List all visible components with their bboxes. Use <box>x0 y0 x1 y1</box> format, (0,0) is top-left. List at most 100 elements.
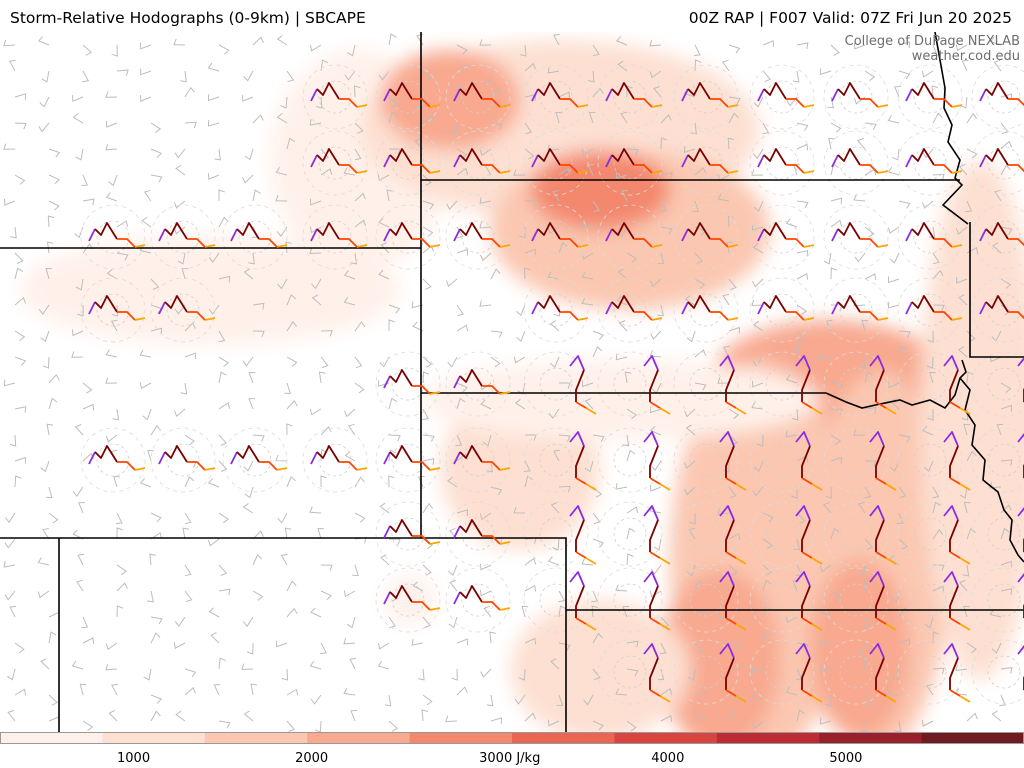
wind-barb <box>550 502 560 514</box>
wind-barb <box>615 171 628 179</box>
model-run-info: 00Z RAP | F007 Valid: 07Z Fri Jun 20 202… <box>688 9 1012 27</box>
hodograph <box>643 355 671 415</box>
hodograph-6-9km <box>877 104 889 108</box>
wind-barb <box>139 245 152 254</box>
wind-barb <box>617 60 628 72</box>
wind-barb <box>286 70 295 83</box>
wind-barb <box>3 560 16 568</box>
hodograph-ring <box>689 293 723 327</box>
wind-barb <box>479 197 492 204</box>
wind-barb <box>456 638 468 646</box>
hodograph-3-6km <box>649 551 661 559</box>
hodograph-ring <box>391 367 425 401</box>
wind-barb <box>660 715 673 722</box>
wind-barb <box>791 408 799 421</box>
wind-barb <box>690 122 697 135</box>
hodograph-1-3km <box>575 519 585 552</box>
hodograph-6-9km <box>735 483 747 491</box>
hodograph <box>158 445 216 471</box>
wind-barb <box>887 276 900 284</box>
hodograph-ring <box>238 443 272 477</box>
wind-barb <box>344 451 356 462</box>
hodograph-0-1km <box>88 228 96 242</box>
hodograph-0-1km <box>681 301 689 315</box>
hodograph <box>681 222 739 248</box>
hodograph-1-3km <box>911 222 935 240</box>
wind-barb <box>378 269 390 280</box>
hodograph-0-1km <box>943 505 959 521</box>
wind-barb <box>111 44 118 57</box>
hodograph-3-6km <box>117 461 136 471</box>
hodograph-ring <box>971 204 1024 270</box>
hodograph-6-9km <box>204 244 216 248</box>
hodograph-ring <box>689 367 723 401</box>
hodograph-0-1km <box>905 301 913 315</box>
hodograph <box>869 643 897 703</box>
wind-barb <box>581 148 594 156</box>
hodograph-1-3km <box>911 148 935 166</box>
cape-contour <box>420 360 820 440</box>
hodograph-ring <box>613 293 647 327</box>
hodograph-1-3km <box>801 585 811 618</box>
hodograph-ring <box>749 351 815 417</box>
wind-barb <box>353 85 361 98</box>
wind-barb <box>592 44 600 57</box>
hodograph <box>795 571 823 631</box>
hodograph-ring <box>913 293 947 327</box>
hodograph-3-6km <box>649 617 661 625</box>
hodograph-6-9km <box>959 557 971 565</box>
hodograph-6-9km <box>585 623 597 631</box>
wind-barb <box>75 278 84 291</box>
hodograph-3-6km <box>725 617 737 625</box>
hodograph-6-9km <box>577 104 589 108</box>
hodograph-ring <box>987 220 1021 254</box>
wind-barb <box>286 607 298 618</box>
wind-barb <box>447 356 458 368</box>
hodograph-1-3km <box>459 369 483 387</box>
hodograph-ring <box>523 64 589 130</box>
wind-barb <box>490 268 501 280</box>
hodograph <box>979 295 1024 320</box>
hodograph-3-6km <box>786 311 805 321</box>
hodograph-0-1km <box>757 301 765 315</box>
hodograph-ring <box>96 293 130 327</box>
hodograph-1-3km <box>801 657 811 690</box>
hodograph-1-3km <box>575 585 585 618</box>
hodograph-1-3km <box>985 295 1009 313</box>
wind-barb <box>10 226 17 239</box>
hodograph-0-1km <box>643 355 659 371</box>
wind-barb <box>558 590 566 603</box>
hodograph <box>531 295 589 321</box>
wind-barb <box>728 710 739 722</box>
hodograph-ring <box>445 351 511 417</box>
hodograph-ring <box>539 220 573 254</box>
hodograph-0-1km <box>905 154 913 168</box>
wind-barb <box>418 668 425 681</box>
wind-barb <box>999 694 1006 706</box>
hodograph-3-6km <box>117 238 136 248</box>
hodograph-ring <box>823 277 889 343</box>
hodograph-1-3km <box>875 445 885 478</box>
wind-barb <box>825 486 833 499</box>
wind-barb <box>46 241 54 254</box>
hodograph-6-9km <box>885 483 897 491</box>
wind-barb <box>1000 588 1013 595</box>
wind-barb <box>450 122 458 135</box>
hodograph-1-3km <box>611 82 635 100</box>
hodograph-1-3km <box>316 222 340 240</box>
wind-barb <box>693 44 701 57</box>
hodograph-ring <box>971 130 1024 196</box>
wind-barb <box>218 434 228 446</box>
wind-barb <box>241 663 254 671</box>
wind-barb <box>931 44 938 56</box>
hodograph-6-9km <box>356 467 368 471</box>
hodograph-3-6km <box>801 617 813 625</box>
hodograph-ring <box>523 204 589 270</box>
hodograph-0-1km <box>643 571 659 587</box>
hodograph <box>979 82 1024 107</box>
wind-barb <box>281 668 289 681</box>
hodograph-ring <box>222 427 288 493</box>
wind-barb <box>276 113 288 124</box>
wind-barb <box>965 200 973 213</box>
hodograph <box>943 431 971 491</box>
